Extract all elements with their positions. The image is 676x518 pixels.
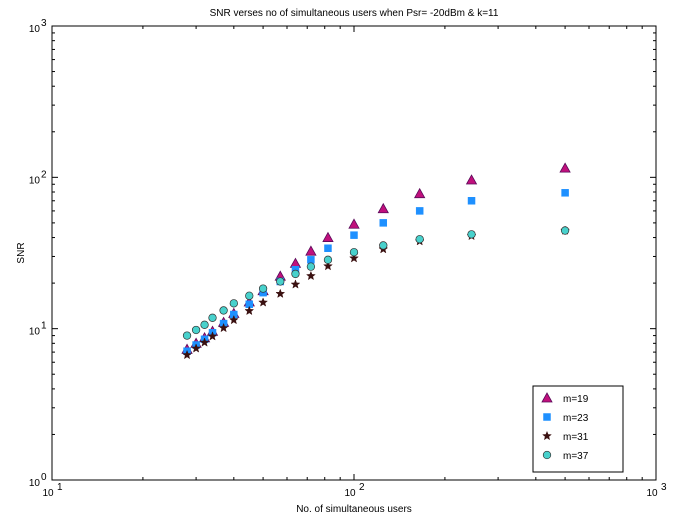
data-point — [290, 279, 301, 289]
legend-marker — [543, 413, 551, 421]
data-point — [199, 337, 210, 347]
data-point — [467, 230, 476, 239]
x-tick-exponent: 2 — [359, 482, 365, 493]
x-tick-exponent: 3 — [661, 482, 667, 493]
data-point — [322, 231, 334, 242]
legend-entries: m=19 m=23 m=31 m=37 — [541, 392, 589, 462]
data-point — [377, 202, 389, 214]
legend-label: m=19 — [563, 394, 589, 405]
y-tick-exponent: 0 — [41, 472, 47, 483]
data-point — [276, 277, 285, 286]
data-point — [379, 241, 388, 250]
y-tick-label: 10 — [29, 478, 41, 489]
legend-marker — [541, 392, 553, 403]
data-point — [306, 262, 316, 271]
legend: m=19 m=23 m=31 m=37 — [532, 385, 624, 473]
data-point — [307, 256, 315, 264]
data-point — [218, 322, 229, 333]
legend-label: m=37 — [563, 451, 589, 462]
data-points — [181, 162, 571, 360]
data-point — [467, 197, 476, 205]
data-point — [323, 255, 333, 264]
data-point — [258, 297, 269, 307]
x-axis-label: No. of simultaneous users — [296, 504, 412, 515]
data-point — [191, 325, 201, 335]
y-tick-exponent: 3 — [41, 18, 47, 29]
data-point — [559, 162, 571, 173]
data-point — [349, 253, 359, 263]
data-point — [229, 299, 238, 308]
data-point — [228, 314, 239, 325]
data-point — [323, 260, 333, 271]
data-point — [561, 189, 569, 197]
data-point — [245, 291, 254, 300]
data-point — [258, 284, 268, 293]
y-tick-label: 10 — [29, 24, 41, 35]
data-point — [348, 218, 360, 229]
data-point — [350, 231, 358, 239]
data-point — [182, 349, 192, 360]
data-point — [244, 305, 255, 316]
x-tick-label: 10 — [646, 488, 658, 499]
data-point — [324, 244, 332, 252]
data-point — [414, 187, 426, 199]
y-tick-label: 10 — [29, 175, 41, 186]
data-point — [305, 270, 316, 281]
legend-label: m=31 — [563, 432, 589, 443]
data-point — [415, 207, 424, 215]
legend-label: m=23 — [563, 413, 589, 424]
x-tick-label: 10 — [42, 488, 54, 499]
legend-marker — [542, 430, 552, 441]
data-point — [415, 235, 424, 244]
data-point — [465, 174, 478, 185]
y-tick-exponent: 1 — [41, 321, 47, 332]
x-tick-label: 10 — [344, 488, 356, 499]
legend-marker — [542, 450, 552, 460]
data-point — [349, 248, 359, 257]
data-point — [275, 288, 286, 299]
data-point — [379, 219, 388, 227]
y-axis-label: SNR — [16, 242, 27, 263]
data-point — [208, 313, 217, 322]
data-point — [291, 269, 300, 279]
y-tick-exponent: 2 — [41, 169, 47, 180]
data-point — [200, 320, 209, 329]
series-circle — [182, 226, 570, 340]
x-tick-exponent: 1 — [57, 482, 63, 493]
chart-title: SNR verses no of simultaneous users when… — [210, 8, 499, 19]
data-point — [191, 343, 202, 353]
data-point — [207, 331, 218, 341]
data-point — [560, 226, 570, 235]
y-tick-label: 10 — [29, 327, 41, 338]
data-point — [182, 331, 192, 340]
data-point — [305, 245, 317, 256]
data-point — [219, 306, 228, 315]
